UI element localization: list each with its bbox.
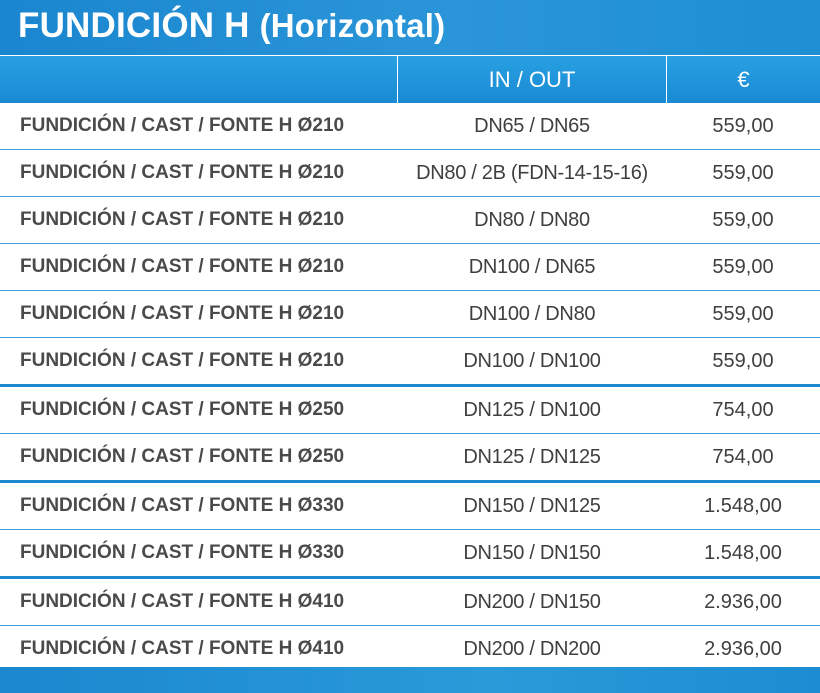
inout-cell: DN150 / DN150 <box>463 541 601 564</box>
table-body: FUNDICIÓN / CAST / FONTE H Ø210 DN65 / DN… <box>0 103 820 673</box>
model-cell: FUNDICIÓN / CAST / FONTE H Ø210 <box>20 115 345 136</box>
price-cell: 559,00 <box>712 161 774 184</box>
title-bar: FUNDICIÓN H (Horizontal) <box>0 0 820 56</box>
price-cell: 559,00 <box>712 302 774 325</box>
table-row: FUNDICIÓN / CAST / FONTE H Ø330 DN150 / D… <box>0 483 820 530</box>
model-cell: FUNDICIÓN / CAST / FONTE H Ø410 <box>20 591 345 612</box>
table-row: FUNDICIÓN / CAST / FONTE H Ø210 DN100 / D… <box>0 244 820 291</box>
price-cell: 559,00 <box>712 208 774 231</box>
model-cell: FUNDICIÓN / CAST / FONTE H Ø250 <box>20 446 345 467</box>
header-model <box>0 56 397 103</box>
table-row: FUNDICIÓN / CAST / FONTE H Ø210 DN65 / DN… <box>0 103 820 150</box>
footer-bar <box>0 667 820 693</box>
table-row: FUNDICIÓN / CAST / FONTE H Ø210 DN80 / 2B… <box>0 150 820 197</box>
price-cell: 559,00 <box>712 349 774 372</box>
table-header: IN / OUT € <box>0 56 820 103</box>
price-cell: 754,00 <box>712 398 774 421</box>
table-row: FUNDICIÓN / CAST / FONTE H Ø210 DN80 / DN… <box>0 197 820 244</box>
price-cell: 2.936,00 <box>704 637 782 660</box>
model-cell: FUNDICIÓN / CAST / FONTE H Ø210 <box>20 162 345 183</box>
header-divider <box>666 56 667 103</box>
inout-cell: DN100 / DN100 <box>463 349 601 372</box>
model-cell: FUNDICIÓN / CAST / FONTE H Ø210 <box>20 303 345 324</box>
inout-cell: DN100 / DN65 <box>468 255 596 278</box>
model-cell: FUNDICIÓN / CAST / FONTE H Ø410 <box>20 638 345 659</box>
model-cell: FUNDICIÓN / CAST / FONTE H Ø250 <box>20 399 345 420</box>
model-cell: FUNDICIÓN / CAST / FONTE H Ø210 <box>20 256 345 277</box>
price-cell: 1.548,00 <box>704 494 782 517</box>
page-title: FUNDICIÓN H (Horizontal) <box>18 6 445 46</box>
model-cell: FUNDICIÓN / CAST / FONTE H Ø330 <box>20 495 345 516</box>
price-cell: 754,00 <box>712 445 774 468</box>
price-cell: 1.548,00 <box>704 541 782 564</box>
inout-cell: DN80 / DN80 <box>474 208 590 231</box>
inout-cell: DN65 / DN65 <box>474 114 590 137</box>
table-row: FUNDICIÓN / CAST / FONTE H Ø410 DN200 / D… <box>0 579 820 626</box>
title-main: FUNDICIÓN H <box>18 6 250 45</box>
table-row: FUNDICIÓN / CAST / FONTE H Ø410 DN200 / D… <box>0 626 820 673</box>
price-cell: 2.936,00 <box>704 590 782 613</box>
model-cell: FUNDICIÓN / CAST / FONTE H Ø330 <box>20 542 345 563</box>
table-row: FUNDICIÓN / CAST / FONTE H Ø210 DN100 / D… <box>0 291 820 338</box>
inout-cell: DN80 / 2B (FDN-14-15-16) <box>416 161 648 184</box>
inout-cell: DN125 / DN100 <box>463 398 601 421</box>
table-row: FUNDICIÓN / CAST / FONTE H Ø210 DN100 / D… <box>0 338 820 387</box>
inout-cell: DN100 / DN80 <box>468 302 596 325</box>
inout-cell: DN125 / DN125 <box>463 445 601 468</box>
header-inout: IN / OUT <box>488 66 576 92</box>
header-price: € <box>737 66 750 92</box>
model-cell: FUNDICIÓN / CAST / FONTE H Ø210 <box>20 350 345 371</box>
model-cell: FUNDICIÓN / CAST / FONTE H Ø210 <box>20 209 345 230</box>
inout-cell: DN200 / DN150 <box>463 590 601 613</box>
price-cell: 559,00 <box>712 114 774 137</box>
table-row: FUNDICIÓN / CAST / FONTE H Ø250 DN125 / D… <box>0 434 820 483</box>
inout-cell: DN200 / DN200 <box>463 637 601 660</box>
header-divider <box>397 56 398 103</box>
price-cell: 559,00 <box>712 255 774 278</box>
table-row: FUNDICIÓN / CAST / FONTE H Ø330 DN150 / D… <box>0 530 820 579</box>
table-row: FUNDICIÓN / CAST / FONTE H Ø250 DN125 / D… <box>0 387 820 434</box>
inout-cell: DN150 / DN125 <box>463 494 601 517</box>
title-subtitle: (Horizontal) <box>259 7 446 44</box>
